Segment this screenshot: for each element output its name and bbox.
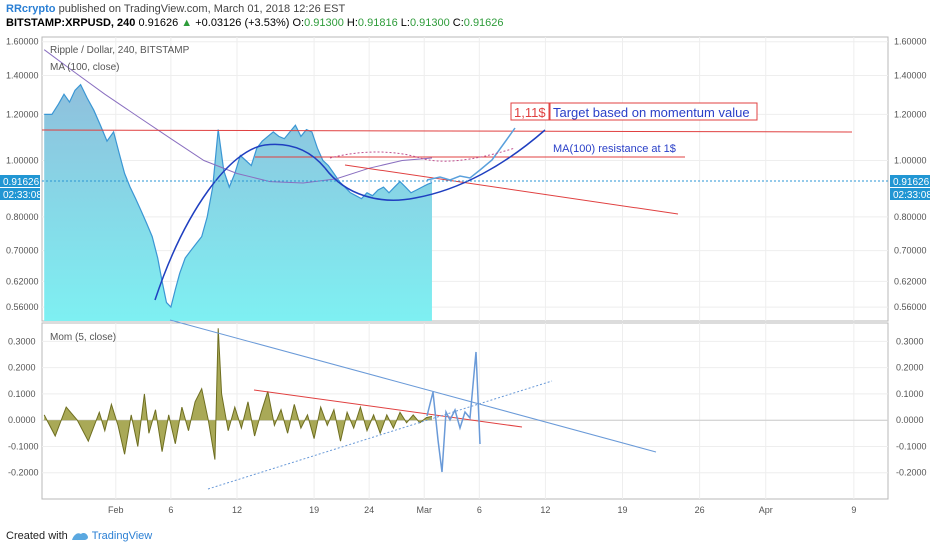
mom-tick-label-left: -0.2000 xyxy=(8,468,39,478)
price-tick-label-left: 1.40000 xyxy=(6,70,39,80)
grid xyxy=(42,37,888,499)
mom-tick-label-left: 0.2000 xyxy=(8,363,36,373)
publish-text: published on TradingView.com, March 01, … xyxy=(58,3,346,15)
mom-trend-down[interactable] xyxy=(169,319,657,453)
price-tick-label-right: 1.40000 xyxy=(894,70,927,80)
close-label: C: xyxy=(452,17,464,29)
mom-tick-label-left: 0.3000 xyxy=(8,336,36,346)
close-value: 0.91626 xyxy=(463,17,504,29)
price-tick-label-left: 1.20000 xyxy=(6,109,39,119)
price-tick-label-left: 1.60000 xyxy=(6,37,39,47)
ma-projection[interactable] xyxy=(329,147,516,162)
price-tick-label-right: 0.62000 xyxy=(894,276,927,286)
price-tick-label-right: 0.70000 xyxy=(894,246,927,256)
price-tick-label-left: 0.80000 xyxy=(6,212,39,222)
x-tick-label: Mar xyxy=(416,505,432,515)
author-name[interactable]: RRcrypto xyxy=(6,3,56,15)
mom-tick-label-right: 0.2000 xyxy=(896,363,924,373)
price-tick-label-left: 0.62000 xyxy=(6,276,39,286)
mom-tick-label-right: 0.0000 xyxy=(896,415,924,425)
price-tick-label-left: 0.56000 xyxy=(6,302,39,312)
right-countdown-tag xyxy=(890,188,930,200)
mom-dotted-trend[interactable] xyxy=(207,380,553,490)
left-price-tag xyxy=(0,175,40,187)
x-tick-label: 26 xyxy=(695,505,705,515)
mom-red-trend[interactable] xyxy=(253,389,523,428)
mom-line xyxy=(43,328,433,460)
left-countdown-tag xyxy=(0,188,40,200)
price-pane-frame xyxy=(41,36,889,322)
mom-tick-label-right: -0.1000 xyxy=(896,441,927,451)
mom-tick-label-left: 0.1000 xyxy=(8,389,36,399)
left-price-tag-text: 0.91626 xyxy=(3,177,40,188)
target-text: Target based on momentum value xyxy=(553,105,750,120)
price-tick-label-left: 0.70000 xyxy=(6,246,39,256)
x-tick-label: Feb xyxy=(108,505,124,515)
low-label: L: xyxy=(400,17,410,29)
x-tick-label: 9 xyxy=(851,505,856,515)
target-value: 1,11$ xyxy=(514,105,546,120)
mom-tick-label-left: -0.1000 xyxy=(8,441,39,451)
right-price-tag xyxy=(890,175,930,187)
resistance-text: MA(100) resistance at 1$ xyxy=(553,143,676,155)
annotations xyxy=(41,127,888,490)
ma-label: MA (100, close) xyxy=(50,62,119,73)
price-tick-label-right: 0.80000 xyxy=(894,212,927,222)
mom-tick-label-left: 0.0000 xyxy=(8,415,36,425)
left-countdown-text: 02:33:08 xyxy=(3,190,42,201)
tradingview-link[interactable]: TradingView xyxy=(91,530,153,542)
x-tick-label: 12 xyxy=(232,505,242,515)
up-arrow-icon: ▲ xyxy=(181,17,193,29)
high-value: 0.91816 xyxy=(357,17,398,29)
cup-arc-left[interactable] xyxy=(154,143,326,301)
mom-pane-title: Mom (5, close) xyxy=(50,332,116,343)
x-tick-label: 19 xyxy=(309,505,319,515)
tradingview-logo-icon xyxy=(71,533,88,541)
price-tick-label-right: 1.00000 xyxy=(894,156,927,166)
target-line[interactable] xyxy=(41,129,853,133)
mom-tick-label-right: 0.3000 xyxy=(896,336,924,346)
price-change: +0.03126 (+3.53%) xyxy=(195,17,290,29)
target-text-box[interactable] xyxy=(549,102,758,121)
mom-tick-label-right: 0.1000 xyxy=(896,389,924,399)
cup-arc-right[interactable] xyxy=(324,129,546,201)
price-tick-label-right: 0.56000 xyxy=(894,302,927,312)
x-tick-label: 6 xyxy=(477,505,482,515)
low-value: 0.91300 xyxy=(409,17,450,29)
publish-info: RRcrypto published on TradingView.com, M… xyxy=(6,2,345,16)
x-tick-label: 12 xyxy=(540,505,550,515)
price-pane-title: Ripple / Dollar, 240, BITSTAMP xyxy=(50,45,190,56)
x-tick-label: 6 xyxy=(168,505,173,515)
mom-projection[interactable] xyxy=(426,351,481,473)
high-label: H: xyxy=(346,17,358,29)
price-tick-label-right: 1.20000 xyxy=(894,109,927,119)
price-tick-label-left: 1.00000 xyxy=(6,156,39,166)
x-tick-label: Apr xyxy=(759,505,773,515)
right-price-tag-text: 0.91626 xyxy=(893,177,930,188)
mom-pane-frame xyxy=(41,322,889,500)
created-with-text: Created with xyxy=(6,530,68,542)
mom-tick-label-right: -0.2000 xyxy=(896,468,927,478)
x-tick-label: 24 xyxy=(364,505,374,515)
right-countdown-text: 02:33:08 xyxy=(893,190,932,201)
projection-line[interactable] xyxy=(426,127,516,181)
descending-trendline[interactable] xyxy=(344,164,679,215)
open-label: O: xyxy=(292,17,305,29)
open-value: 0.91300 xyxy=(304,17,344,29)
x-tick-label: 19 xyxy=(618,505,628,515)
axis-labels: 1.60000 1.60000 1.40000 1.40000 1.20000 1.200… xyxy=(6,37,927,515)
symbol-info: BITSTAMP:XRPUSD, 240 0.91626 ▲ +0.03126 … xyxy=(6,16,504,30)
target-value-box[interactable] xyxy=(510,102,550,121)
price-tick-label-right: 1.60000 xyxy=(894,37,927,47)
price-area xyxy=(44,83,433,321)
last-price: 0.91626 xyxy=(138,17,179,29)
symbol-label: BITSTAMP:XRPUSD, 240 xyxy=(6,17,136,29)
momentum-area xyxy=(42,328,888,460)
price-area-fill xyxy=(44,84,432,321)
footer: Created with TradingView xyxy=(6,528,152,544)
